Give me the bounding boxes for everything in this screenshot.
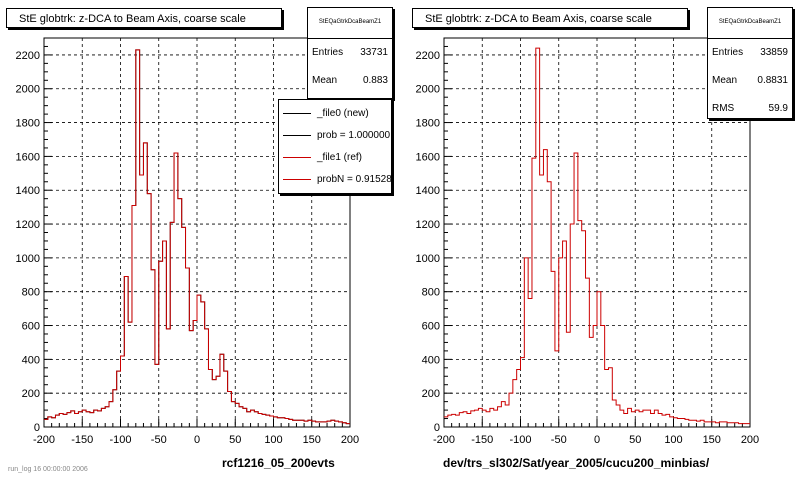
legend-swatch-red	[283, 156, 311, 158]
legend-swatch-black	[283, 134, 311, 136]
left-stats-box: StEQaGtrkDcaBeamZ1 Entries 33731 Mean 0.88…	[307, 7, 393, 99]
right-y-tick-label: 2000	[416, 84, 440, 96]
right-y-tick-label: 600	[422, 321, 440, 333]
right-x-tick-label: 150	[703, 434, 721, 446]
right-y-tick-label: 1000	[416, 253, 440, 265]
left-x-tick-label: -100	[109, 434, 131, 446]
left-y-tick-label: 200	[22, 388, 40, 400]
left-series-ref	[44, 49, 350, 425]
left-stats-mean: Mean 0.883	[312, 75, 388, 86]
left-stats-name: StEQaGtrkDcaBeamZ1	[308, 8, 392, 39]
right-y-tick-label: 0	[434, 422, 440, 434]
legend-entry-prob: prob = 1.000000	[279, 124, 391, 146]
right-y-tick-label: 800	[422, 287, 440, 299]
left-y-tick-label: 1600	[16, 151, 40, 163]
left-x-tick-label: -200	[33, 434, 55, 446]
legend-swatch-red	[283, 178, 311, 180]
left-x-tick-label: -150	[71, 434, 93, 446]
right-x-tick-label: 200	[741, 434, 759, 446]
left-y-tick-label: 400	[22, 354, 40, 366]
left-y-tick-label: 1200	[16, 219, 40, 231]
right-stats-rms: RMS 59.9	[712, 103, 788, 114]
legend-entry-probn: probN = 0.915283	[279, 168, 391, 190]
right-x-axis-title: dev/trs_sl302/Sat/year_2005/cucu200_minb…	[443, 456, 710, 470]
legend-entry-file1: _file1 (ref)	[279, 146, 391, 168]
right-stats-mean: Mean 0.8831	[712, 75, 788, 86]
right-series-ref	[444, 47, 750, 425]
left-y-tick-label: 1400	[16, 185, 40, 197]
left-y-tick-label: 800	[22, 287, 40, 299]
right-x-tick-label: 0	[594, 434, 600, 446]
left-y-tick-label: 1800	[16, 118, 40, 130]
left-x-axis-title: rcf1216_05_200evts	[222, 456, 335, 470]
right-stats-name: StEQaGtrkDcaBeamZ1	[708, 8, 792, 39]
right-plot-title: StE globtrk: z-DCA to Beam Axis, coarse …	[412, 8, 688, 28]
right-stats-entries: Entries 33859	[712, 47, 788, 58]
left-stats-entries: Entries 33731	[312, 47, 388, 58]
right-y-tick-label: 2200	[416, 50, 440, 62]
left-legend: _file0 (new) prob = 1.000000 _file1 (ref…	[278, 99, 392, 194]
right-x-tick-label: 100	[664, 434, 682, 446]
left-y-tick-label: 0	[34, 422, 40, 434]
right-x-tick-label: 50	[629, 434, 641, 446]
right-x-tick-label: -100	[509, 434, 531, 446]
left-y-tick-label: 2000	[16, 84, 40, 96]
right-y-tick-label: 1200	[416, 219, 440, 231]
right-stats-box: StEQaGtrkDcaBeamZ1 Entries 33859 Mean 0.88…	[707, 7, 793, 119]
right-x-tick-label: -200	[433, 434, 455, 446]
right-y-tick-label: 400	[422, 354, 440, 366]
right-y-tick-label: 1600	[416, 151, 440, 163]
left-x-tick-label: 200	[341, 434, 359, 446]
legend-swatch-black	[283, 112, 311, 114]
left-x-tick-label: 50	[229, 434, 241, 446]
left-x-tick-label: 100	[264, 434, 282, 446]
right-y-tick-label: 1800	[416, 118, 440, 130]
right-y-tick-label: 200	[422, 388, 440, 400]
legend-entry-file0: _file0 (new)	[279, 102, 391, 124]
left-y-tick-label: 600	[22, 321, 40, 333]
right-x-tick-label: -50	[551, 434, 567, 446]
left-y-tick-label: 2200	[16, 50, 40, 62]
footer-timestamp: run_log 16 00:00:00 2006	[8, 466, 88, 473]
left-x-tick-label: 0	[194, 434, 200, 446]
right-x-tick-label: -150	[471, 434, 493, 446]
right-y-tick-label: 1400	[416, 185, 440, 197]
left-x-tick-label: 150	[303, 434, 321, 446]
left-y-tick-label: 1000	[16, 253, 40, 265]
left-plot-title: StE globtrk: z-DCA to Beam Axis, coarse …	[6, 8, 282, 28]
left-x-tick-label: -50	[151, 434, 167, 446]
